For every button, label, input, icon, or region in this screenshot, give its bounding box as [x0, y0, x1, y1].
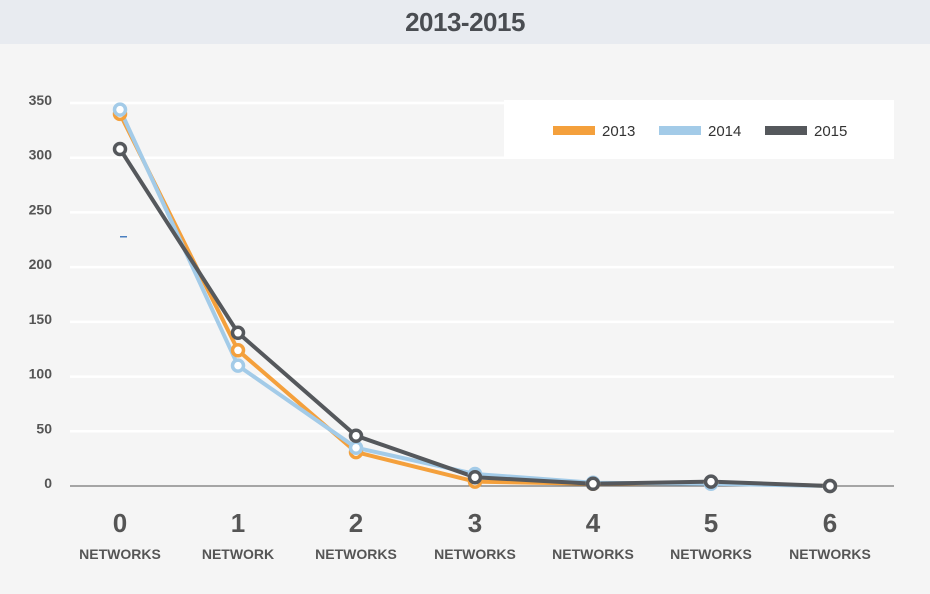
line-chart: 350 300 250 200 150 100 50 0 0 NETWORKS 1 NETWORK 2… [29, 92, 894, 562]
data-point-2014 [112, 102, 128, 117]
data-point-2015 [822, 478, 838, 494]
x-tick-number: 5 [704, 508, 718, 538]
x-tick-number: 4 [586, 508, 601, 538]
legend-label-2015: 2015 [814, 123, 847, 140]
data-point-2015 [230, 325, 246, 341]
x-tick-label: NETWORKS [434, 546, 516, 562]
chart-header: 2013-2015 [0, 0, 930, 44]
data-point-2015 [703, 474, 719, 489]
data-point-2015 [112, 141, 128, 157]
x-tick-label: NETWORKS [789, 546, 871, 562]
x-tick-number: 2 [349, 508, 363, 538]
y-tick-label: 300 [29, 147, 53, 163]
legend-swatch-2014 [659, 126, 701, 135]
legend-swatch-2015 [765, 126, 807, 135]
data-point-2014 [348, 440, 364, 455]
y-tick-label: 350 [29, 92, 53, 108]
y-tick-label: 50 [36, 420, 52, 436]
data-point-2015 [348, 428, 364, 443]
x-tick-label: NETWORK [202, 546, 274, 562]
x-tick-label: NETWORKS [315, 546, 397, 562]
chart-title: 2013-2015 [405, 6, 525, 37]
legend-label-2013: 2013 [602, 123, 635, 140]
legend-swatch-2013 [553, 126, 595, 135]
y-tick-label: 100 [29, 366, 53, 382]
x-tick-number: 3 [468, 508, 482, 538]
x-tick-number: 0 [113, 508, 127, 538]
data-point-2013 [230, 343, 246, 358]
minor-dash-mark [120, 236, 127, 238]
series-line-2014 [118, 107, 832, 488]
data-point-2015 [467, 469, 483, 485]
data-point-2014 [230, 358, 246, 373]
x-tick-label: NETWORKS [79, 546, 161, 562]
y-tick-label: 0 [44, 475, 52, 491]
x-tick-number: 6 [823, 508, 837, 538]
data-point-2015 [585, 476, 601, 492]
series-line-2015 [118, 147, 832, 488]
x-tick-label: NETWORKS [670, 546, 752, 562]
y-tick-label: 150 [29, 311, 53, 327]
legend-label-2014: 2014 [708, 123, 741, 140]
x-tick-number: 1 [231, 508, 245, 538]
y-tick-label: 200 [29, 256, 53, 272]
y-tick-label: 250 [29, 201, 53, 217]
x-tick-label: NETWORKS [552, 546, 634, 562]
